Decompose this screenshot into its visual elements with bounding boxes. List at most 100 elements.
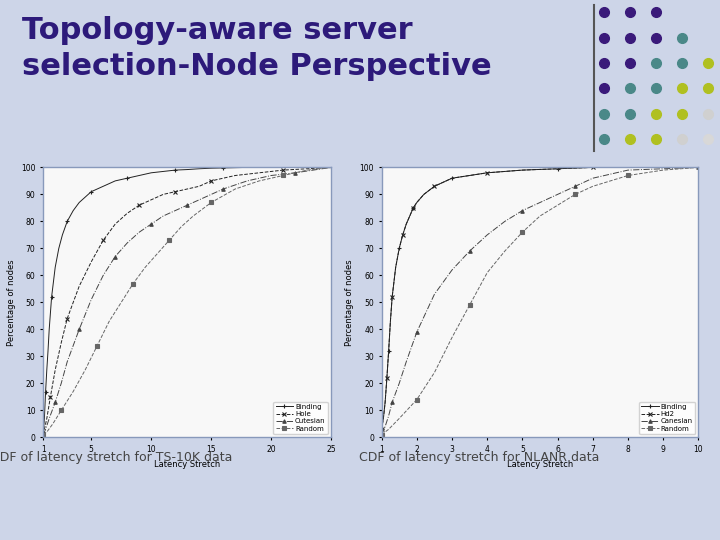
Canesian bbox=[388, 399, 397, 406]
Hd2 bbox=[395, 245, 403, 252]
Random bbox=[395, 415, 403, 422]
Line: Binding: Binding bbox=[42, 166, 333, 434]
Binding bbox=[483, 170, 492, 176]
Binding bbox=[392, 264, 400, 271]
Random bbox=[255, 178, 264, 184]
Random bbox=[553, 202, 562, 208]
Hole bbox=[279, 167, 287, 173]
Random bbox=[189, 213, 197, 219]
Random bbox=[483, 269, 492, 276]
Random bbox=[57, 407, 66, 414]
Binding bbox=[395, 245, 403, 252]
Binding bbox=[42, 367, 51, 373]
Binding bbox=[409, 205, 418, 211]
Canesian bbox=[553, 191, 562, 198]
Hd2 bbox=[405, 213, 414, 219]
Hole bbox=[111, 221, 120, 227]
Hd2 bbox=[465, 172, 474, 179]
Cutesian bbox=[327, 164, 336, 171]
Cutesian bbox=[41, 426, 50, 433]
Cutesian bbox=[63, 359, 71, 365]
Binding bbox=[386, 318, 395, 325]
Cutesian bbox=[123, 240, 132, 246]
Text: CDF of latency stretch for NLANR data: CDF of latency stretch for NLANR data bbox=[359, 451, 599, 464]
Binding bbox=[147, 170, 156, 176]
Binding bbox=[219, 165, 228, 171]
Cutesian bbox=[183, 202, 192, 208]
Hole bbox=[303, 165, 312, 172]
Binding bbox=[388, 294, 397, 300]
Cutesian bbox=[135, 229, 143, 235]
Hole bbox=[63, 315, 71, 322]
Cutesian bbox=[207, 191, 215, 198]
Cutesian bbox=[57, 380, 66, 387]
Binding bbox=[87, 188, 96, 195]
Binding bbox=[553, 165, 562, 172]
Canesian bbox=[536, 199, 544, 206]
Random bbox=[606, 178, 615, 184]
Canesian bbox=[413, 329, 421, 335]
Binding bbox=[465, 172, 474, 179]
Hole bbox=[147, 197, 156, 203]
Hd2 bbox=[588, 164, 597, 171]
Binding bbox=[93, 186, 102, 192]
Random bbox=[117, 299, 125, 306]
Hd2 bbox=[381, 399, 390, 406]
Random bbox=[177, 224, 186, 230]
Binding bbox=[40, 423, 48, 430]
Random bbox=[207, 199, 215, 206]
Binding bbox=[123, 175, 132, 181]
Canesian bbox=[483, 232, 492, 238]
Binding bbox=[81, 194, 89, 200]
Binding bbox=[420, 191, 428, 198]
Binding bbox=[379, 415, 387, 422]
Hd2 bbox=[392, 264, 400, 271]
Binding bbox=[40, 402, 49, 408]
Hole bbox=[231, 172, 240, 179]
Binding bbox=[267, 164, 276, 171]
Hd2 bbox=[388, 294, 397, 300]
Canesian bbox=[448, 267, 456, 273]
Random bbox=[231, 186, 240, 192]
Binding bbox=[55, 245, 63, 252]
Hole bbox=[171, 188, 179, 195]
Hole bbox=[51, 367, 60, 373]
Canesian bbox=[384, 413, 393, 419]
Cutesian bbox=[99, 272, 107, 279]
Binding bbox=[207, 165, 215, 172]
Binding bbox=[183, 166, 192, 173]
Line: Hd2: Hd2 bbox=[380, 166, 700, 431]
Random bbox=[659, 167, 667, 173]
Hd2 bbox=[518, 167, 527, 173]
Canesian bbox=[694, 164, 703, 171]
Binding bbox=[448, 175, 456, 181]
Cutesian bbox=[39, 431, 48, 438]
Cutesian bbox=[195, 197, 204, 203]
Hole bbox=[159, 191, 168, 198]
Line: Canesian: Canesian bbox=[380, 166, 700, 436]
Canesian bbox=[500, 218, 509, 225]
Random bbox=[518, 229, 527, 235]
Binding bbox=[384, 348, 393, 354]
Canesian bbox=[430, 291, 438, 298]
Random bbox=[81, 367, 89, 373]
Binding bbox=[48, 294, 56, 300]
Hd2 bbox=[553, 165, 562, 172]
Binding bbox=[51, 264, 60, 271]
Binding bbox=[41, 388, 50, 395]
Binding bbox=[398, 232, 407, 238]
Cutesian bbox=[159, 213, 168, 219]
Canesian bbox=[465, 248, 474, 254]
Binding bbox=[518, 167, 527, 173]
Random bbox=[377, 431, 386, 438]
Hole bbox=[327, 164, 336, 171]
Binding bbox=[75, 199, 84, 206]
Cutesian bbox=[51, 399, 60, 406]
Binding bbox=[377, 426, 386, 433]
Cutesian bbox=[45, 415, 53, 422]
Cutesian bbox=[291, 170, 300, 176]
Hole bbox=[195, 183, 204, 190]
Binding bbox=[588, 164, 597, 171]
Random bbox=[384, 426, 393, 433]
Line: Random: Random bbox=[380, 166, 700, 436]
